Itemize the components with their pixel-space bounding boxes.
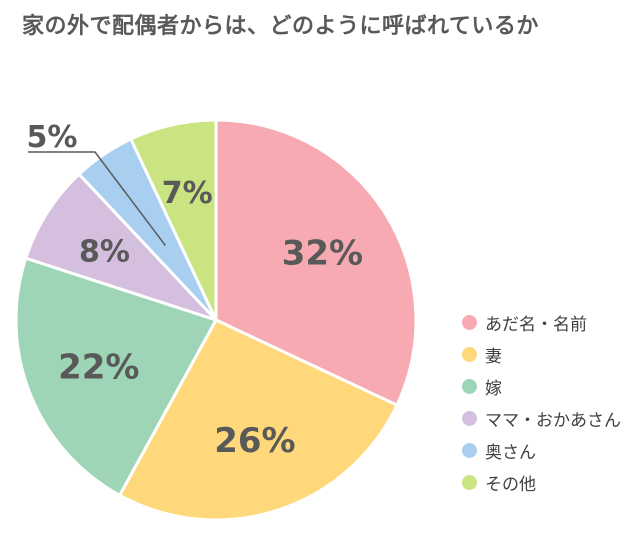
chart-legend: あだ名・名前妻嫁ママ・おかあさん 奥さんその他 — [462, 306, 621, 498]
legend-swatch — [462, 475, 477, 490]
legend-label: その他 — [485, 470, 536, 495]
legend-swatch — [462, 347, 477, 362]
legend-label: ママ・おかあさん — [485, 406, 621, 431]
legend-swatch — [462, 411, 477, 426]
legend-label: あだ名・名前 — [485, 310, 587, 335]
slice-value-label: 22% — [58, 347, 139, 387]
slice-value-label: 5% — [27, 120, 78, 155]
legend-swatch — [462, 443, 477, 458]
legend-label: 奥さん — [485, 438, 536, 463]
slice-value-label: 32% — [282, 234, 363, 274]
legend-swatch — [462, 379, 477, 394]
legend-item: 嫁 — [462, 370, 621, 402]
legend-swatch — [462, 315, 477, 330]
legend-item: あだ名・名前 — [462, 306, 621, 338]
slice-value-label: 7% — [162, 176, 213, 211]
legend-label: 妻 — [485, 342, 502, 367]
slice-value-label: 26% — [214, 421, 295, 461]
legend-item: ママ・おかあさん — [462, 402, 621, 434]
legend-item: その他 — [462, 466, 621, 498]
legend-label: 嫁 — [485, 374, 502, 399]
slice-value-label: 8% — [79, 234, 130, 269]
legend-item: 妻 — [462, 338, 621, 370]
legend-item: 奥さん — [462, 434, 621, 466]
